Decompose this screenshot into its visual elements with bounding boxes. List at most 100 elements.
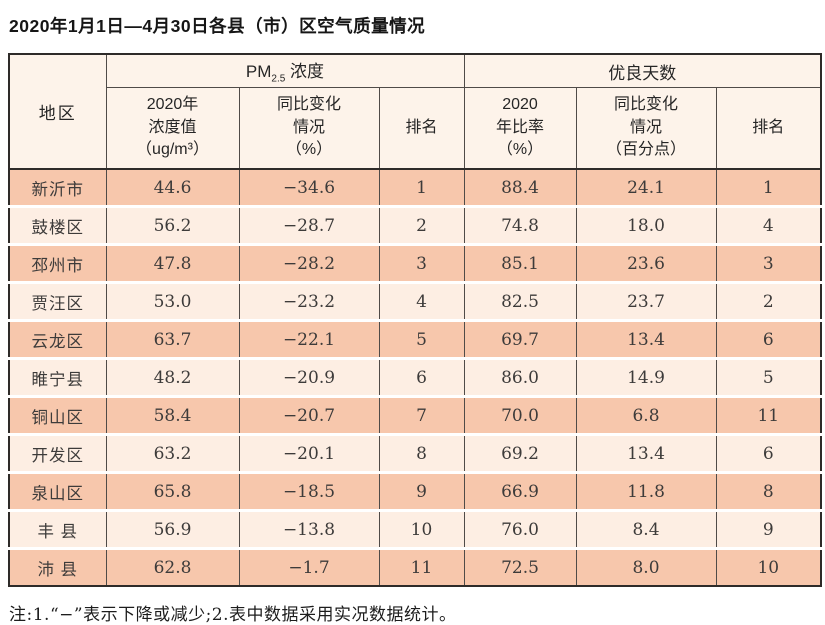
header-region: 地区	[8, 53, 107, 170]
region-cell: 邳州市	[8, 243, 107, 283]
good-change-cell: 18.0	[575, 205, 717, 245]
pm-rank-cell: 10	[378, 509, 465, 549]
good-change-cell: 6.8	[575, 395, 717, 435]
good-rate-cell: 86.0	[463, 357, 577, 397]
table-row: 开发区 63.2 −20.1 8 69.2 13.4 6	[8, 433, 822, 473]
pm-value-cell: 53.0	[105, 281, 240, 321]
header-good-rank: 排名	[715, 87, 822, 170]
header-good-change: 同比变化 情况 （百分点）	[575, 87, 717, 170]
good-change-cell: 14.9	[575, 357, 717, 397]
region-cell: 云龙区	[8, 319, 107, 359]
pm-rank-cell: 3	[378, 243, 465, 283]
table-row: 邳州市 47.8 −28.2 3 85.1 23.6 3	[8, 243, 822, 283]
table-row: 新沂市 44.6 −34.6 1 88.4 24.1 1	[8, 169, 822, 207]
good-rank-cell: 8	[715, 471, 822, 511]
header-pm25-group: PM2.5 浓度	[105, 53, 465, 88]
air-quality-table: 地区 PM2.5 浓度 优良天数 2020年 浓度值 （ug/m³） 同比变化 …	[8, 53, 823, 587]
good-change-cell: 13.4	[575, 319, 717, 359]
good-rate-cell: 76.0	[463, 509, 577, 549]
good-rate-cell: 72.5	[463, 547, 577, 586]
good-change-cell: 24.1	[575, 169, 717, 207]
pm-change-cell: −20.1	[238, 433, 380, 473]
pm-value-cell: 58.4	[105, 395, 240, 435]
table-row: 睢宁县 48.2 −20.9 6 86.0 14.9 5	[8, 357, 822, 397]
good-rate-cell: 82.5	[463, 281, 577, 321]
good-rank-cell: 4	[715, 205, 822, 245]
good-rate-cell: 69.2	[463, 433, 577, 473]
pm-change-cell: −22.1	[238, 319, 380, 359]
good-rank-cell: 10	[715, 547, 822, 586]
good-rate-cell: 74.8	[463, 205, 577, 245]
region-cell: 开发区	[8, 433, 107, 473]
footnote: 注:1.“−”表示下降或减少;2.表中数据采用实况数据统计。	[9, 605, 457, 625]
good-rank-cell: 9	[715, 509, 822, 549]
good-change-cell: 11.8	[575, 471, 717, 511]
good-rank-cell: 1	[715, 169, 822, 207]
good-rate-cell: 69.7	[463, 319, 577, 359]
pm-value-cell: 47.8	[105, 243, 240, 283]
pm-value-cell: 62.8	[105, 547, 240, 586]
pm-rank-cell: 2	[378, 205, 465, 245]
region-cell: 睢宁县	[8, 357, 107, 397]
good-rank-cell: 6	[715, 433, 822, 473]
region-cell: 新沂市	[8, 169, 107, 207]
good-rate-cell: 88.4	[463, 169, 577, 207]
region-cell: 沛 县	[8, 547, 107, 586]
table-row: 鼓楼区 56.2 −28.7 2 74.8 18.0 4	[8, 205, 822, 245]
pm25-label-subscript: 2.5	[271, 73, 286, 85]
region-cell: 丰 县	[8, 509, 107, 549]
header-pm-value: 2020年 浓度值 （ug/m³）	[105, 87, 240, 170]
pm-change-cell: −20.9	[238, 357, 380, 397]
table-row: 贾汪区 53.0 −23.2 4 82.5 23.7 2	[8, 281, 822, 321]
pm-change-cell: −28.2	[238, 243, 380, 283]
pm25-label-suffix: 浓度	[285, 62, 325, 82]
good-change-cell: 13.4	[575, 433, 717, 473]
pm-value-cell: 44.6	[105, 169, 240, 207]
good-rank-cell: 3	[715, 243, 822, 283]
header-good-days-group: 优良天数	[463, 53, 822, 88]
header-pm-rank: 排名	[378, 87, 465, 170]
pm-value-cell: 56.9	[105, 509, 240, 549]
pm-change-cell: −28.7	[238, 205, 380, 245]
region-cell: 贾汪区	[8, 281, 107, 321]
pm-change-cell: −18.5	[238, 471, 380, 511]
good-rate-cell: 70.0	[463, 395, 577, 435]
good-rank-cell: 6	[715, 319, 822, 359]
page-title: 2020年1月1日—4月30日各县（市）区空气质量情况	[9, 16, 426, 36]
region-cell: 铜山区	[8, 395, 107, 435]
good-rate-cell: 66.9	[463, 471, 577, 511]
table-row: 丰 县 56.9 −13.8 10 76.0 8.4 9	[8, 509, 822, 549]
region-cell: 鼓楼区	[8, 205, 107, 245]
good-rate-cell: 85.1	[463, 243, 577, 283]
table-header: 地区 PM2.5 浓度 优良天数 2020年 浓度值 （ug/m³） 同比变化 …	[8, 53, 822, 170]
table-row: 泉山区 65.8 −18.5 9 66.9 11.8 8	[8, 471, 822, 511]
table-row: 云龙区 63.7 −22.1 5 69.7 13.4 6	[8, 319, 822, 359]
table-body: 新沂市 44.6 −34.6 1 88.4 24.1 1 鼓楼区 56.2 −28.7 2 74.8 1…	[8, 169, 822, 586]
pm-change-cell: −1.7	[238, 547, 380, 586]
good-rank-cell: 11	[715, 395, 822, 435]
good-change-cell: 23.6	[575, 243, 717, 283]
pm-rank-cell: 7	[378, 395, 465, 435]
pm-rank-cell: 9	[378, 471, 465, 511]
pm-rank-cell: 6	[378, 357, 465, 397]
pm-rank-cell: 1	[378, 169, 465, 207]
pm-value-cell: 48.2	[105, 357, 240, 397]
pm-value-cell: 63.7	[105, 319, 240, 359]
good-change-cell: 8.0	[575, 547, 717, 586]
pm-value-cell: 63.2	[105, 433, 240, 473]
pm-change-cell: −34.6	[238, 169, 380, 207]
pm-value-cell: 56.2	[105, 205, 240, 245]
pm-rank-cell: 11	[378, 547, 465, 586]
pm-rank-cell: 8	[378, 433, 465, 473]
header-good-rate: 2020 年比率 （%）	[463, 87, 577, 170]
pm-rank-cell: 5	[378, 319, 465, 359]
table-row: 铜山区 58.4 −20.7 7 70.0 6.8 11	[8, 395, 822, 435]
good-change-cell: 23.7	[575, 281, 717, 321]
region-cell: 泉山区	[8, 471, 107, 511]
table-row: 沛 县 62.8 −1.7 11 72.5 8.0 10	[8, 547, 822, 586]
pm-rank-cell: 4	[378, 281, 465, 321]
good-change-cell: 8.4	[575, 509, 717, 549]
good-rank-cell: 2	[715, 281, 822, 321]
good-rank-cell: 5	[715, 357, 822, 397]
pm25-label-prefix: PM	[245, 62, 272, 82]
